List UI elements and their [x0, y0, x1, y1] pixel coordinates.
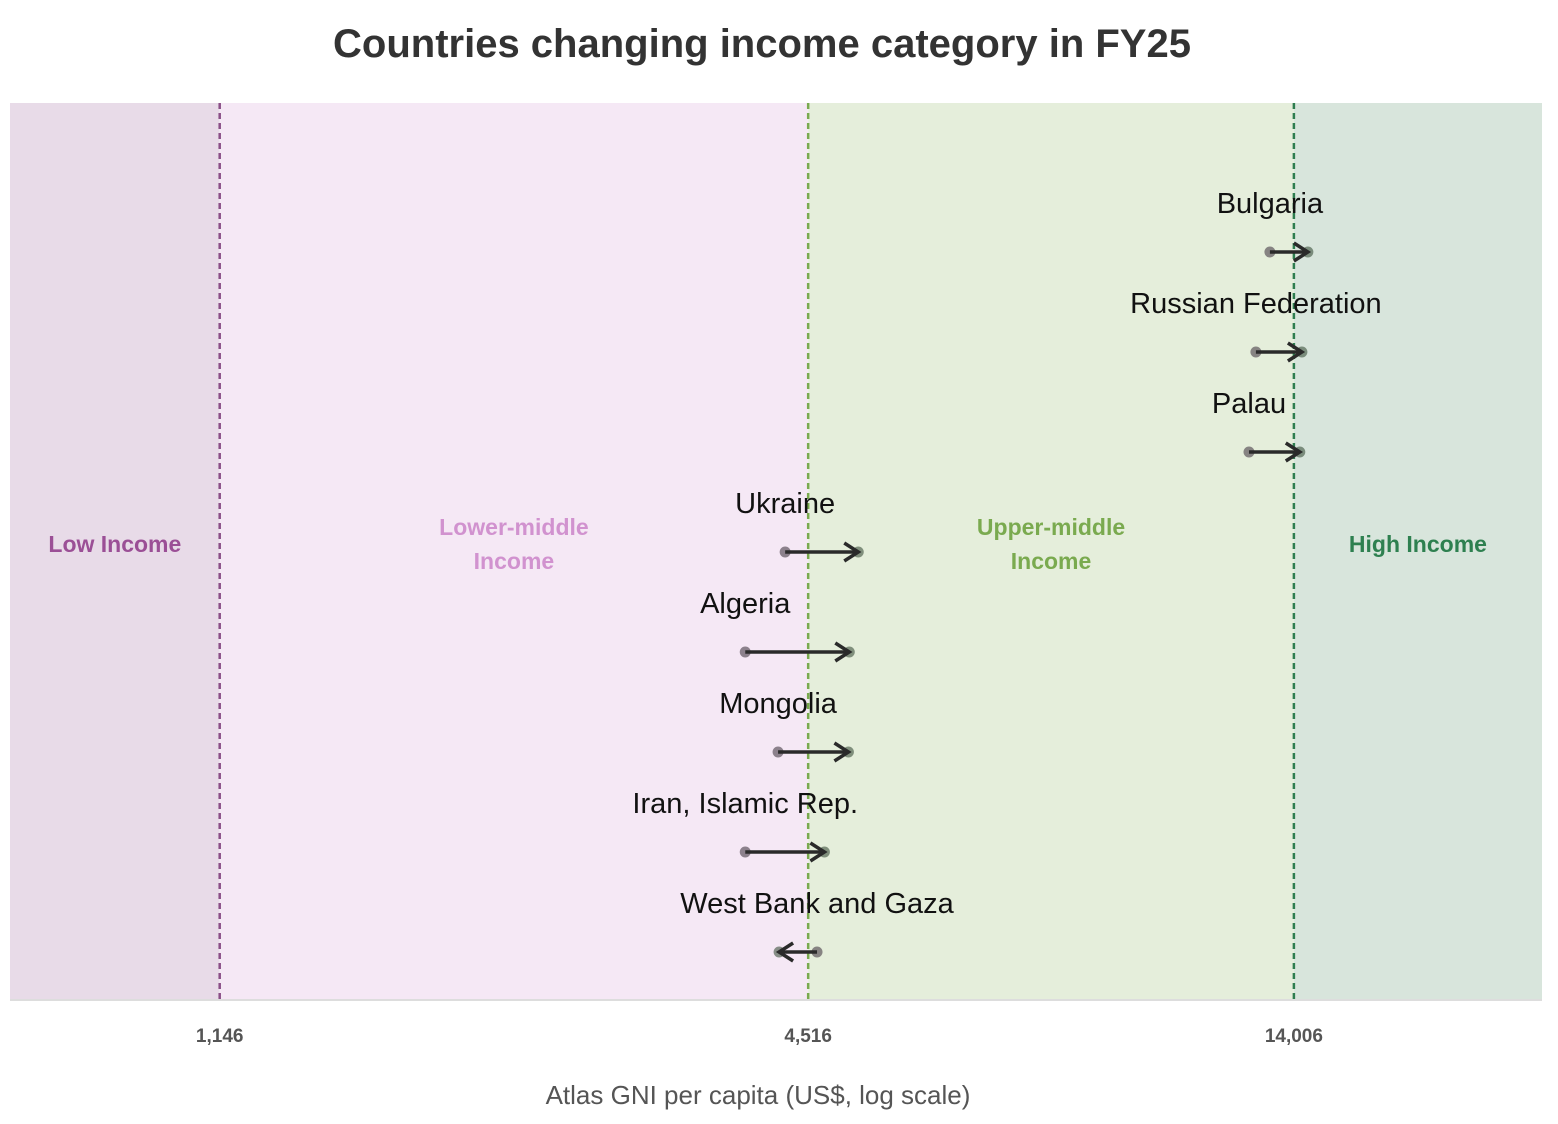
chart-title: Countries changing income category in FY…: [333, 22, 1191, 66]
band-label: Upper-middle: [977, 514, 1125, 540]
country-label: Ukraine: [735, 488, 835, 520]
band-bg: [219, 103, 809, 1000]
arrow-head-icon: [775, 941, 795, 963]
country-row: Iran, Islamic Rep.: [632, 788, 858, 863]
x-axis-label: Atlas GNI per capita (US$, log scale): [546, 1080, 971, 1110]
country-row: Russian Federation: [1130, 288, 1382, 363]
country-label: Iran, Islamic Rep.: [632, 788, 858, 820]
country-row: Palau: [1212, 388, 1306, 463]
band-label: Lower-middle: [439, 514, 589, 540]
band-bg: [10, 103, 220, 1000]
country-label: Algeria: [700, 588, 791, 620]
country-row: Algeria: [700, 588, 855, 663]
band-label: High Income: [1349, 531, 1487, 557]
country-label: Mongolia: [719, 688, 838, 720]
country-row: Ukraine: [735, 488, 864, 563]
arrow-head-icon: [833, 741, 852, 763]
country-label: Bulgaria: [1217, 188, 1324, 220]
arrow-head-icon: [843, 541, 862, 563]
arrow-head-icon: [1292, 241, 1312, 263]
country-row: Bulgaria: [1217, 188, 1324, 263]
x-tick-label: 4,516: [784, 1026, 832, 1047]
country-label: Russian Federation: [1130, 288, 1381, 320]
band-label: Income: [474, 548, 555, 574]
x-tick-label: 1,146: [196, 1026, 244, 1047]
country-row: West Bank and Gaza: [680, 888, 955, 963]
arrow-head-icon: [809, 841, 828, 863]
band-label: Income: [1011, 548, 1092, 574]
band-bg: [1293, 103, 1542, 1000]
band-bg: [808, 103, 1294, 1000]
arrow-head-icon: [1284, 441, 1304, 463]
country-label: Palau: [1212, 388, 1286, 420]
arrow-head-icon: [834, 641, 853, 663]
country-row: Mongolia: [719, 688, 854, 763]
x-tick-label: 14,006: [1265, 1026, 1323, 1047]
band-label: Low Income: [48, 531, 181, 557]
arrow-head-icon: [1286, 341, 1306, 363]
country-label: West Bank and Gaza: [680, 888, 954, 920]
